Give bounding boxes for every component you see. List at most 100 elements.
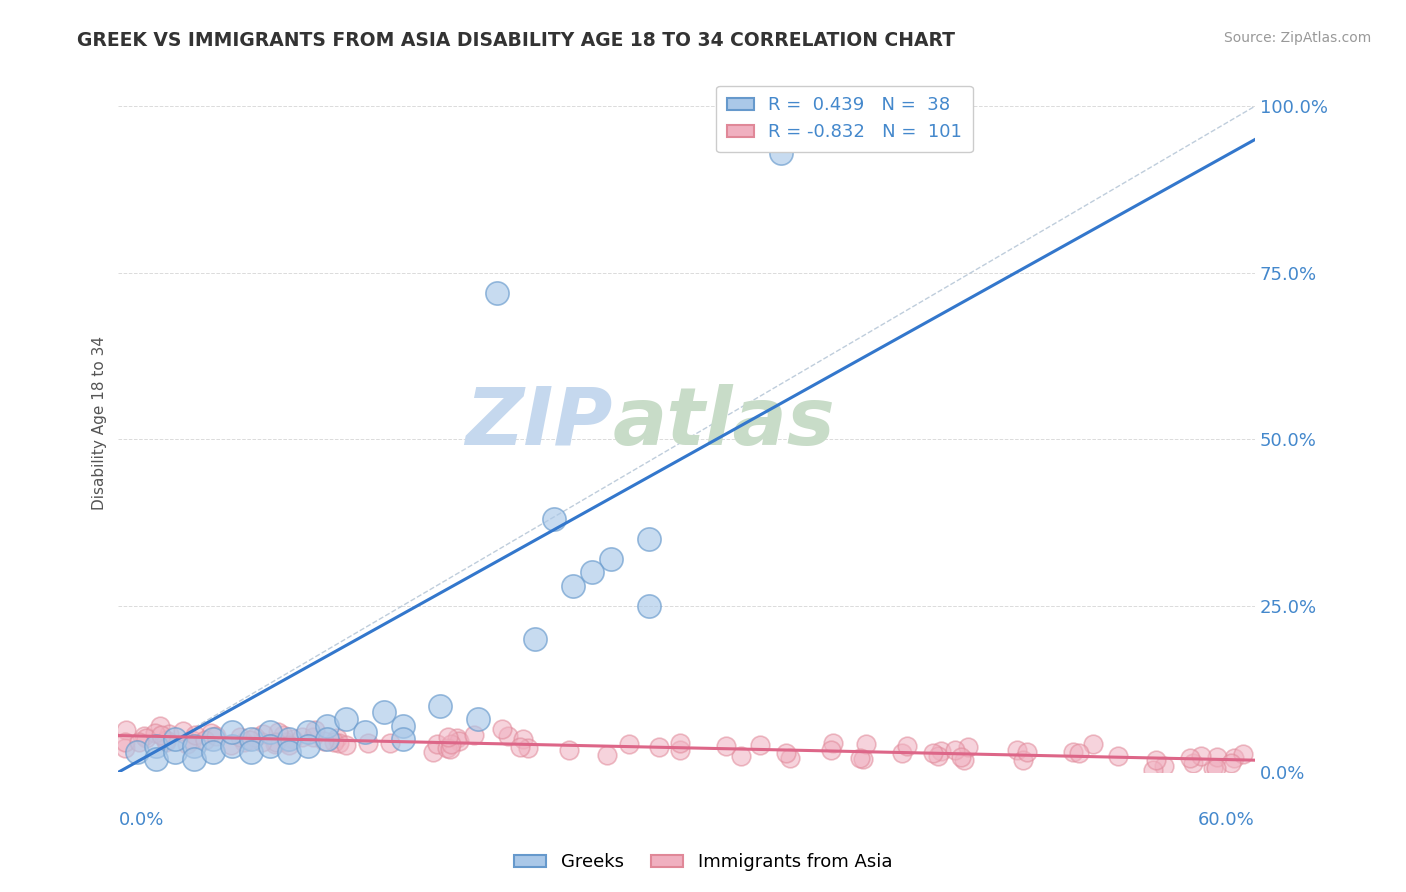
Point [297,725,319,739]
Point [314,734,336,748]
Point [1180,750,1202,764]
Point [512,732,534,747]
Point [172,723,194,738]
Point [436,740,458,755]
Point [202,731,225,746]
Point [1015,745,1038,759]
Point [183,728,205,742]
Point [239,732,262,747]
Point [373,705,395,719]
Point [1107,748,1129,763]
Point [304,723,326,737]
Point [852,752,875,766]
Point [353,725,375,739]
Y-axis label: Disability Age 18 to 34: Disability Age 18 to 34 [93,335,107,509]
Point [517,740,540,755]
Point [855,737,877,751]
Point [202,745,225,759]
Point [165,745,187,759]
Point [277,745,299,759]
Point [135,731,157,745]
Point [145,739,167,753]
Point [1222,751,1244,765]
Point [274,735,297,749]
Point [429,698,451,713]
Point [301,730,323,744]
Point [267,724,290,739]
Point [1232,747,1254,761]
Point [509,739,531,754]
Point [259,725,281,739]
Point [335,738,357,752]
Legend: R =  0.439   N =  38, R = -0.832   N =  101: R = 0.439 N = 38, R = -0.832 N = 101 [716,86,973,153]
Point [155,735,177,749]
Point [328,736,350,750]
Point [1189,748,1212,763]
Point [240,745,263,759]
Point [291,730,314,744]
Point [378,735,401,749]
Point [922,746,945,760]
Point [1067,746,1090,760]
Point [1220,756,1243,771]
Point [1144,753,1167,767]
Point [543,512,565,526]
Point [562,579,585,593]
Point [183,739,205,753]
Point [132,729,155,743]
Point [714,739,737,753]
Point [447,734,470,748]
Point [315,731,337,746]
Point [437,730,460,744]
Point [943,743,966,757]
Point [176,738,198,752]
Text: atlas: atlas [613,384,835,461]
Point [1005,743,1028,757]
Point [1206,750,1229,764]
Point [200,726,222,740]
Point [599,552,621,566]
Point [165,731,187,746]
Point [619,737,641,751]
Point [297,739,319,753]
Text: Source: ZipAtlas.com: Source: ZipAtlas.com [1223,31,1371,45]
Point [730,748,752,763]
Point [183,752,205,766]
Point [439,742,461,756]
Point [128,735,150,749]
Text: 0.0%: 0.0% [118,811,165,829]
Point [278,738,301,752]
Point [281,732,304,747]
Point [1153,759,1175,773]
Point [929,743,952,757]
Point [524,632,547,646]
Point [581,566,603,580]
Point [221,725,243,739]
Point [467,712,489,726]
Point [927,749,949,764]
Point [145,752,167,766]
Point [770,145,793,160]
Point [252,727,274,741]
Point [496,729,519,743]
Point [849,751,872,765]
Point [159,726,181,740]
Point [821,736,844,750]
Point [335,712,357,726]
Point [240,731,263,746]
Point [668,743,690,757]
Point [322,734,344,748]
Point [194,732,217,747]
Point [426,737,449,751]
Point [266,735,288,749]
Point [648,740,671,755]
Point [637,599,659,613]
Point [232,735,254,749]
Text: 60.0%: 60.0% [1198,811,1256,829]
Point [205,729,228,743]
Point [229,730,252,744]
Point [1142,763,1164,777]
Point [896,739,918,753]
Point [486,285,509,300]
Point [440,738,463,752]
